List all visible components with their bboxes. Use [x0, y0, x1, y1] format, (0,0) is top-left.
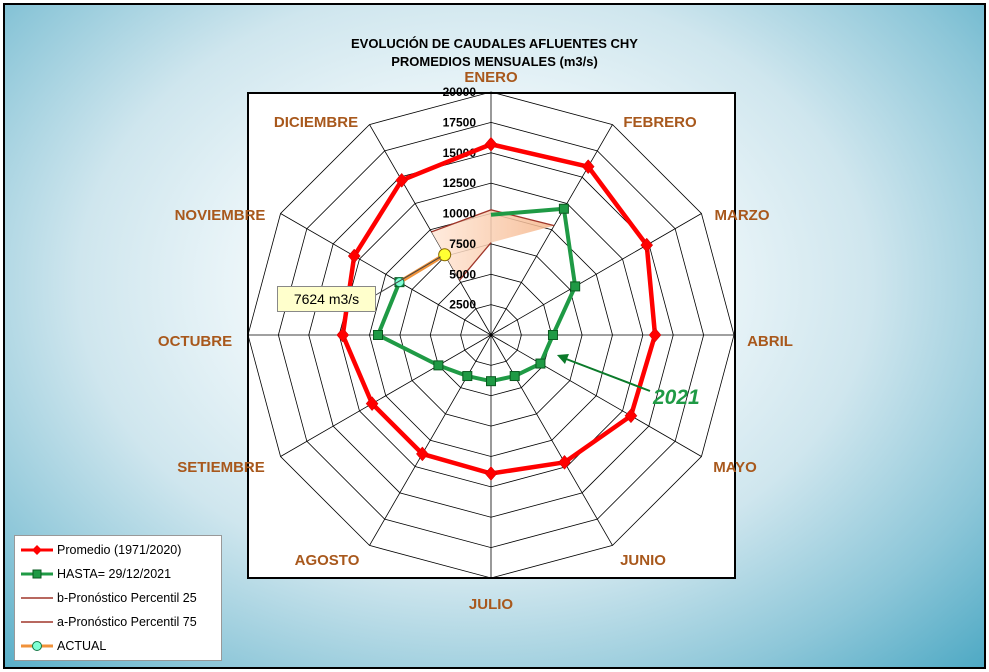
series-line-p25: [458, 242, 492, 281]
chart-subtitle: PROMEDIOS MENSUALES (m3/s): [391, 54, 598, 69]
legend-item-hasta: HASTA= 29/12/2021: [19, 565, 171, 583]
grid-spoke-4: [490, 334, 702, 457]
promedio-point-junio: [558, 454, 571, 470]
grid-spoke-7: [369, 334, 492, 546]
legend-item-p75: a-Pronóstico Percentil 75: [19, 613, 197, 631]
actual-point-diciembre: [438, 248, 452, 262]
year-arrow-head: [556, 354, 569, 364]
promedio-point-diciembre: [395, 172, 409, 188]
radial-tick-label: 5000: [449, 267, 476, 281]
legend-swatch-actual: [21, 641, 53, 651]
promedio-point-noviembre: [347, 248, 361, 264]
promedio-point-enero: [484, 136, 498, 152]
promedio-point-mayo: [624, 408, 638, 424]
month-label-noviembre: NOVIEMBRE: [175, 207, 266, 224]
hasta-point-febrero: [558, 203, 569, 214]
hasta-point-junio: [509, 371, 520, 382]
month-label-abril: ABRIL: [747, 333, 793, 350]
promedio-point-febrero: [581, 159, 595, 175]
radial-tick-label: 20000: [443, 85, 477, 99]
grid-spoke-5: [490, 334, 613, 546]
legend-label: HASTA= 29/12/2021: [57, 567, 172, 581]
grid-spoke-2: [490, 213, 702, 336]
grid-spoke-11: [369, 124, 492, 336]
series-line-p75: [431, 209, 555, 233]
hasta-point-agosto: [462, 371, 473, 382]
legend-item-promedio: Promedio (1971/2020): [19, 541, 181, 559]
hasta-point-octubre: [373, 330, 384, 340]
hasta-point-setiembre: [433, 360, 444, 371]
hasta-point-marzo: [570, 281, 581, 292]
promedio-point-marzo: [640, 237, 654, 253]
month-label-julio: JULIO: [469, 596, 514, 613]
legend-label: b-Pronóstico Percentil 25: [57, 591, 197, 605]
grid-spoke-8: [280, 334, 492, 457]
grid-spoke-1: [490, 124, 613, 336]
legend-swatch-hasta: [21, 569, 53, 579]
radial-tick-label: 10000: [443, 207, 477, 221]
month-label-setiembre: SETIEMBRE: [177, 459, 265, 476]
month-label-mayo: MAYO: [713, 459, 757, 476]
promedio-point-agosto: [416, 446, 429, 462]
year-label: 2021: [653, 386, 700, 409]
radial-tick-label: 17500: [443, 115, 477, 129]
legend-item-p25: b-Pronóstico Percentil 25: [19, 589, 197, 607]
forecast-band: [431, 209, 555, 281]
callout-leader: [373, 256, 441, 297]
month-label-enero: ENERO: [464, 69, 518, 86]
legend-swatch-promedio: [21, 545, 53, 555]
hasta-point-abril: [547, 330, 558, 340]
actual-value-callout: 7624 m3/s: [277, 286, 376, 312]
radial-tick-label: 7500: [449, 237, 476, 251]
month-label-agosto: AGOSTO: [295, 552, 360, 569]
promedio-point-octubre: [336, 327, 350, 343]
month-label-junio: JUNIO: [620, 552, 666, 569]
promedio-point-julio: [484, 466, 498, 481]
month-label-octubre: OCTUBRE: [158, 333, 232, 350]
chart-title: EVOLUCIÓN DE CAUDALES AFLUENTES CHY: [351, 36, 638, 51]
radial-tick-label: 15000: [443, 146, 477, 160]
month-label-febrero: FEBRERO: [623, 114, 697, 131]
promedio-point-setiembre: [365, 396, 379, 412]
promedio-point-abril: [648, 327, 662, 343]
legend-item-actual: ACTUAL: [19, 637, 106, 655]
hasta-point-mayo: [535, 358, 546, 369]
radial-tick-label: 2500: [449, 298, 476, 312]
hasta-point-julio: [486, 376, 496, 387]
month-label-diciembre: DICIEMBRE: [274, 114, 358, 131]
radial-tick-label: 12500: [443, 176, 477, 190]
legend: Promedio (1971/2020) HASTA= 29/12/2021 b…: [14, 535, 222, 661]
legend-label: a-Pronóstico Percentil 75: [57, 615, 197, 629]
legend-label: Promedio (1971/2020): [57, 543, 182, 557]
year-arrow-line: [560, 356, 651, 392]
legend-label: ACTUAL: [57, 639, 107, 653]
legend-swatch-p75: [21, 621, 53, 623]
legend-swatch-p25: [21, 597, 53, 599]
month-label-marzo: MARZO: [715, 207, 770, 224]
grid-spoke-10: [280, 213, 492, 336]
